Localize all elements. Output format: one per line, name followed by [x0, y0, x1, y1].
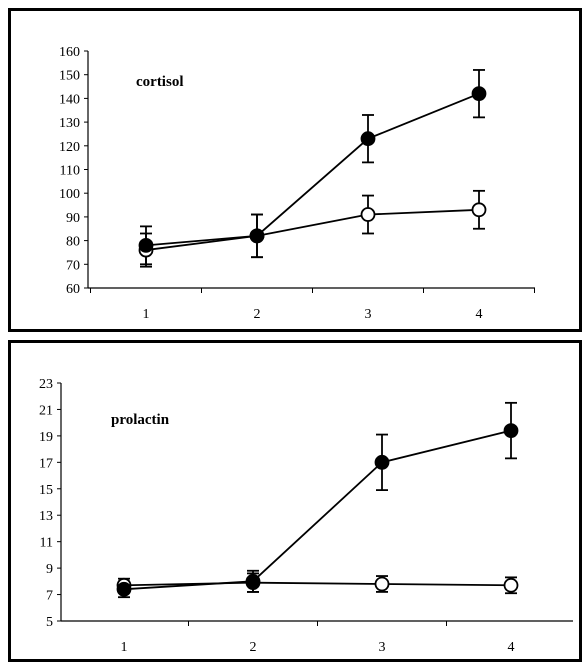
y-tick-label: 19 [39, 430, 53, 445]
series-line [123, 581, 512, 587]
y-tick-label: 150 [59, 69, 80, 84]
x-tick-label: 4 [476, 307, 483, 322]
open-data-point [471, 202, 487, 218]
filled-data-point [138, 237, 154, 253]
filled-data-point [471, 86, 487, 102]
y-tick-label: 7 [46, 589, 53, 604]
y-tick-label: 160 [59, 45, 80, 60]
y-tick-label: 23 [39, 377, 53, 392]
filled-data-point [374, 454, 390, 470]
y-tick-label: 13 [39, 509, 53, 524]
x-tick-label: 2 [254, 307, 261, 322]
open-data-point [503, 577, 519, 593]
y-tick-label: 21 [39, 403, 53, 418]
series-line [145, 208, 480, 251]
y-tick-label: 15 [39, 483, 53, 498]
open-data-point [374, 576, 390, 592]
y-tick-label: 17 [39, 456, 53, 471]
filled-data-point [249, 228, 265, 244]
y-tick-label: 60 [66, 282, 80, 297]
filled-data-point [503, 423, 519, 438]
filled-data-point [245, 573, 261, 589]
series-line [123, 429, 512, 591]
y-tick-label: 70 [66, 258, 80, 273]
x-tick-label: 1 [143, 307, 150, 322]
y-tick-label: 80 [66, 235, 80, 250]
filled-data-point [360, 131, 376, 147]
cortisol-chart-panel: 60 70 80 90 100 110 120 130 140 150 160 1 2 3 4 cortiso… [8, 8, 582, 332]
x-tick-label: 4 [508, 640, 515, 655]
filled-data-point [116, 581, 132, 597]
y-tick-label: 90 [66, 211, 80, 226]
cortisol-chart: 60 70 80 90 100 110 120 130 140 150 160 1 2 3 4 cortiso… [59, 45, 535, 322]
chart-title: prolactin [111, 412, 170, 428]
chart-title: cortisol [136, 74, 183, 90]
y-tick-label: 9 [46, 562, 53, 577]
x-tick-label: 3 [365, 307, 372, 322]
y-tick-label: 110 [60, 164, 80, 179]
x-tick-label: 1 [121, 640, 128, 655]
y-tick-label: 5 [46, 615, 53, 630]
x-tick-label: 2 [250, 640, 257, 655]
y-tick-label: 140 [59, 92, 80, 107]
y-tick-label: 130 [59, 116, 80, 131]
x-tick-label: 3 [379, 640, 386, 655]
open-data-point [360, 207, 376, 222]
y-tick-label: 120 [59, 140, 80, 155]
y-tick-label: 11 [40, 536, 53, 551]
prolactin-chart-panel: 5 7 9 11 13 15 17 19 21 23 1 2 3 4 prolactin [8, 340, 582, 662]
series-line [145, 92, 480, 247]
y-tick-label: 100 [59, 187, 80, 202]
